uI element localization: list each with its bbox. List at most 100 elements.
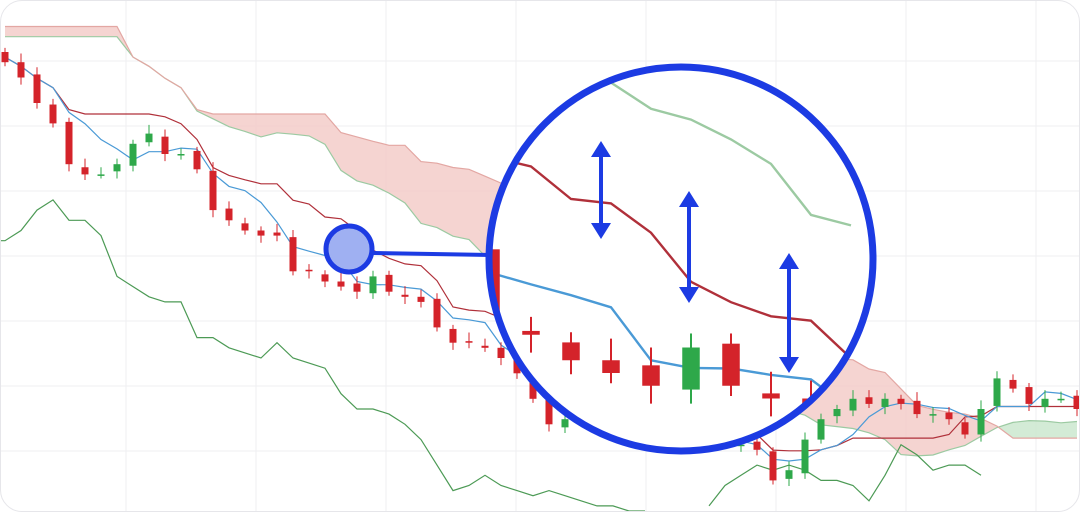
candle-bearish [33,67,41,109]
candle-bullish [1041,390,1049,413]
candle-bearish [945,406,953,425]
kumo-cloud-segment [53,26,69,37]
candle-body [881,398,889,407]
candle-body [865,397,873,404]
candle-bearish [81,158,89,181]
kumo-cloud-segment [901,388,917,456]
candle-bearish [433,293,441,332]
candle-bearish [65,117,73,172]
kumo-cloud-segment [405,145,421,224]
candle-bearish [17,53,25,85]
candle-bearish [305,264,313,279]
candle-bearish [449,324,457,350]
candle-body [913,400,921,415]
candle-bearish [465,332,473,349]
kumo-cloud-segment [917,405,933,456]
candle-bullish [801,432,809,479]
kumo-cloud-segment [373,141,389,194]
kumo-cloud-segment [389,145,405,203]
kumo-cloud-segment [1029,420,1045,439]
candle-body [497,347,505,358]
candle-body [81,167,89,175]
candle-body [722,343,740,386]
magnifier-lens [485,63,877,455]
candle-bearish [769,447,777,485]
tenkan-sen-line [490,271,852,411]
candle-bullish [1057,391,1065,403]
candle-bullish [881,393,889,415]
kumo-cloud-segment [885,372,901,455]
kumo-cloud-segment [37,26,53,37]
candle-bullish [817,413,825,444]
candle-body [977,409,985,435]
kumo-cloud-segment [21,26,37,37]
chikou-span-line [1,199,982,511]
candle-bearish [722,333,740,396]
candle-bullish [145,124,153,147]
candle-body [369,276,377,294]
candle-bearish [897,394,905,410]
candle-bearish [337,272,345,291]
candle-body [945,412,953,420]
kumo-cloud-segment [469,169,485,256]
kumo-cloud-segment [85,26,101,37]
double-arrow [779,253,799,373]
candle-bullish [929,406,937,423]
kumo-cloud-segment [853,359,869,433]
kumo-cloud-segment [261,113,277,137]
candle-bearish [161,129,169,162]
candle-bearish [865,390,873,408]
candle-bearish [913,392,921,419]
kumo-cloud-segment [437,163,453,237]
candle-body [273,232,281,236]
candle-bearish [353,276,361,299]
candle-body [961,422,969,435]
candle-body [65,121,73,165]
senkou-span-a-line [610,81,852,227]
candle-body [305,269,313,272]
candle-bullish [993,371,1001,412]
candle-bearish [602,338,620,384]
kumo-cloud-segment [1045,421,1061,439]
candle-bearish [257,226,265,243]
candle-bearish [642,347,660,404]
candle-bearish [241,217,249,235]
candle-bearish [562,332,580,375]
candle-body [762,393,780,399]
candle-bearish [401,286,409,304]
kumo-cloud-segment [933,409,949,456]
magnifier-connector [372,251,492,257]
candle-body [602,360,620,373]
candle-body [769,451,777,481]
candle-body [401,294,409,297]
double-arrow [679,191,699,303]
candle-body [209,170,217,211]
candle-bullish [849,390,857,417]
candle-body [522,330,540,335]
candle-body [785,470,793,479]
candle-bearish [1,47,9,67]
candle-bearish [417,289,425,308]
candle-bullish [682,333,700,404]
arrow-head-up [591,141,611,157]
candle-body [833,409,841,417]
magnifier-background [489,67,873,451]
kumo-cloud-segment [293,113,309,136]
candle-body [241,223,249,231]
candle-body [481,345,489,348]
candle-body [1025,387,1033,404]
candle-bearish [762,371,780,417]
arrow-head-up [779,253,799,269]
candle-body [642,365,660,386]
distance-arrows [591,141,799,373]
kumo-cloud-segment [245,113,261,137]
kumo-cloud-segment [309,113,325,145]
kumo-cloud-segment [1061,421,1077,439]
candle-bearish [753,436,761,456]
candle-bullish [129,139,137,172]
candle-body [17,62,25,78]
candle-body [801,439,809,474]
kumo-cloud-segment [213,113,229,127]
candle-body [129,143,137,166]
